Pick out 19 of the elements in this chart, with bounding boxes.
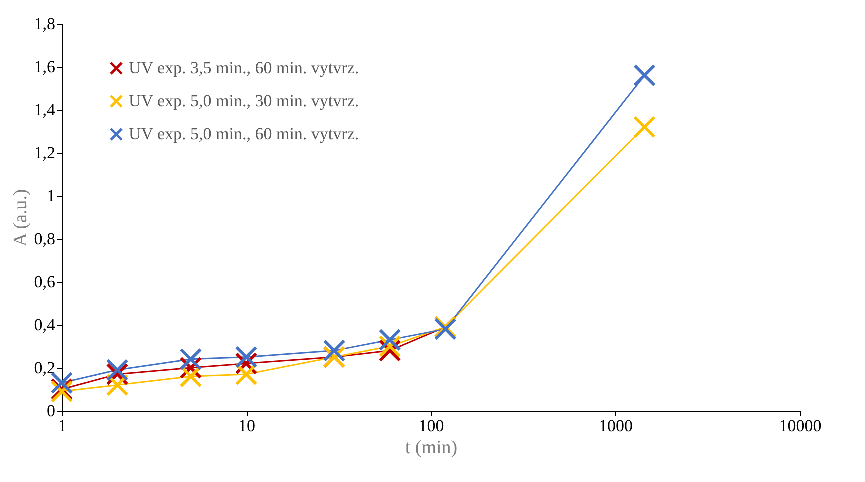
x-tick-label: 10 xyxy=(238,416,256,436)
legend-label: UV exp. 3,5 min., 60 min. vytvrz. xyxy=(129,58,360,78)
x-tick-label: 1000 xyxy=(599,416,633,436)
y-tick-label: 1 xyxy=(47,186,56,206)
y-tick-label: 0,4 xyxy=(34,316,56,334)
y-tick-label: 1,4 xyxy=(34,100,56,120)
legend-label: UV exp. 5,0 min., 30 min. vytvrz. xyxy=(129,92,360,110)
x-tick-label: 10000 xyxy=(779,416,822,436)
legend-label: UV exp. 5,0 min., 60 min. vytvrz. xyxy=(129,124,360,144)
y-tick-label: 0,6 xyxy=(34,272,56,292)
y-tick-label: 1,6 xyxy=(34,58,56,76)
y-tick-label: 0,8 xyxy=(34,230,56,248)
x-axis-title: t (min) xyxy=(405,438,458,458)
y-tick-label: 0 xyxy=(47,402,56,420)
y-axis-title: A (a.u.) xyxy=(10,189,32,247)
y-tick-label: 0,2 xyxy=(34,358,56,378)
y-tick-label: 1,8 xyxy=(34,14,56,34)
y-tick-label: 1,2 xyxy=(34,144,56,162)
x-tick-label: 100 xyxy=(418,416,444,436)
